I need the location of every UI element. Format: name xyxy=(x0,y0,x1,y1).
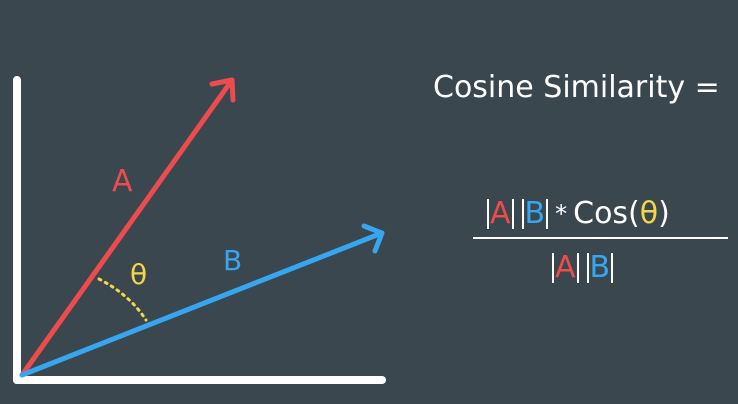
denominator-norm-a: A xyxy=(551,250,580,285)
numerator-b: B xyxy=(524,196,546,231)
multiply-operator: * xyxy=(555,199,568,228)
vector-a-arrowhead xyxy=(209,77,236,103)
vector-b-arrowhead xyxy=(361,223,385,254)
numerator-a: A xyxy=(490,196,511,231)
norm-b: B xyxy=(521,196,550,231)
denominator-a: A xyxy=(555,250,576,285)
cos-theta: θ xyxy=(639,196,659,231)
norm-a: A xyxy=(486,196,515,231)
vector-a-label: A xyxy=(112,164,133,199)
cos-open: Cos( xyxy=(573,196,640,231)
cos-close: ) xyxy=(658,196,670,231)
vector-b-line xyxy=(19,230,385,378)
angle-label: θ xyxy=(130,258,147,291)
vector-a-line xyxy=(19,77,235,378)
formula-denominator: A B xyxy=(551,250,614,285)
formula-numerator: A B * Cos( θ ) xyxy=(486,196,670,231)
denominator-b: B xyxy=(589,250,611,285)
fraction-line xyxy=(473,237,728,239)
vector-b-label: B xyxy=(223,244,242,277)
angle-arc xyxy=(97,277,148,322)
denominator-norm-b: B xyxy=(586,250,615,285)
formula-title: Cosine Similarity = xyxy=(433,70,720,105)
